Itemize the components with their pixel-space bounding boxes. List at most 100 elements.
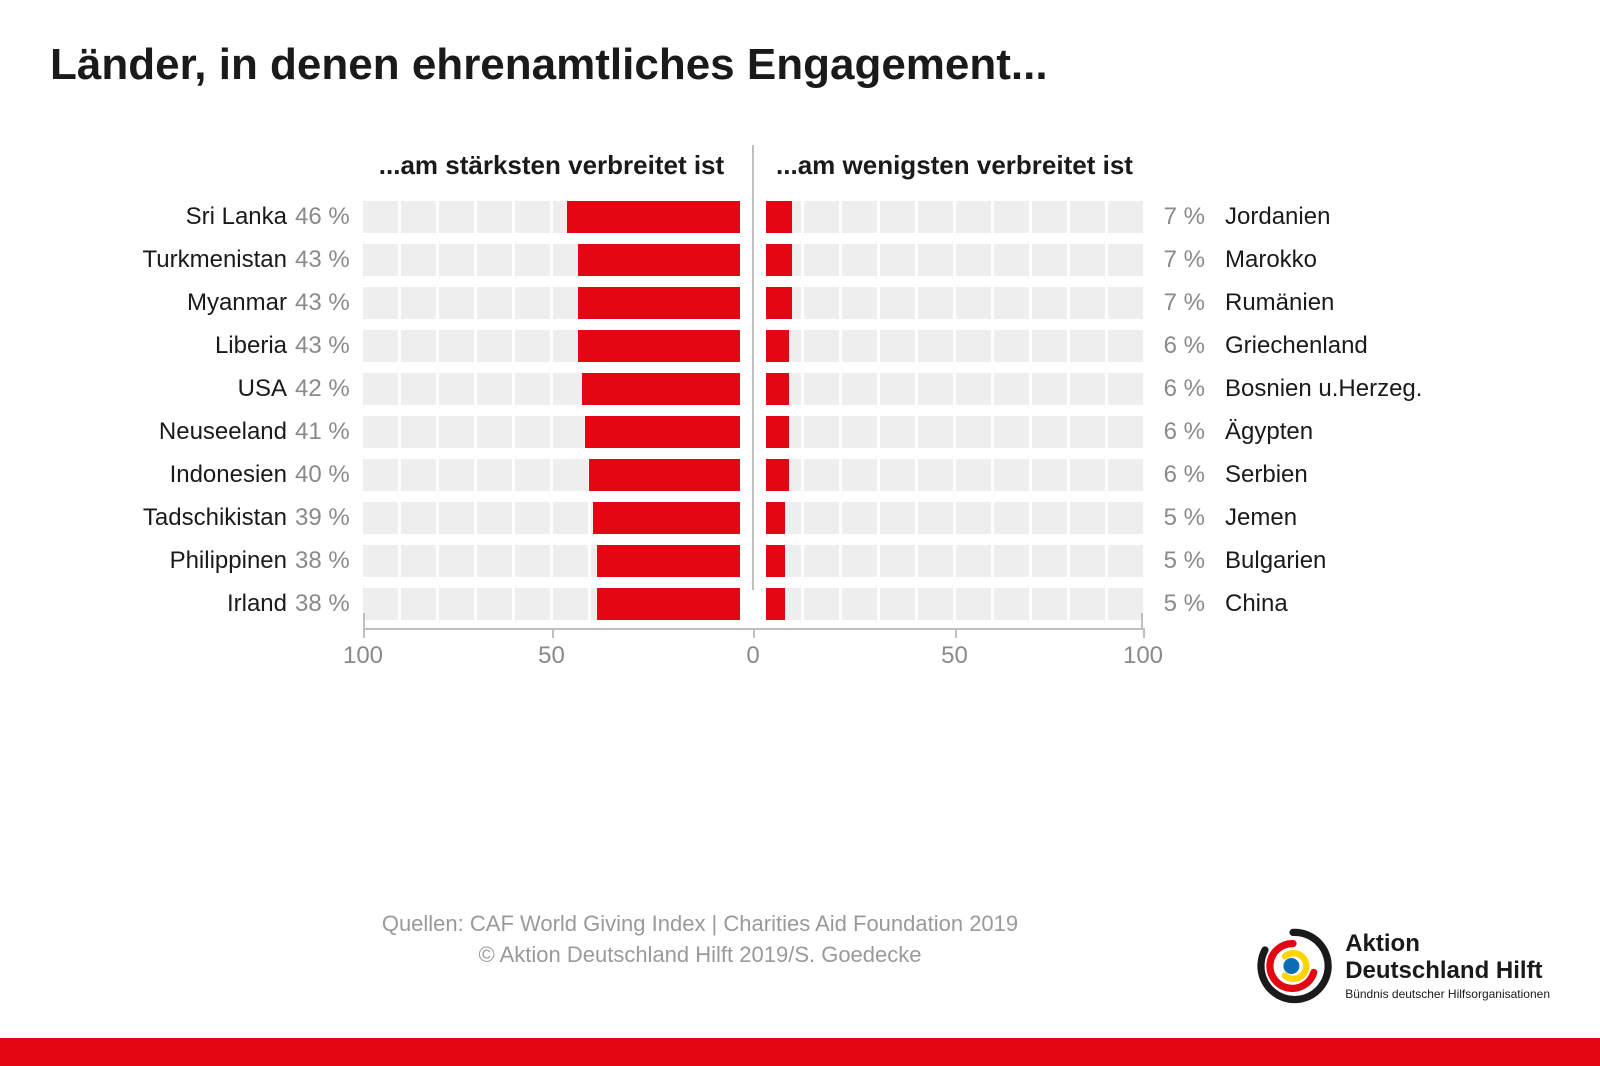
value-pct-left: 46 % [295,203,363,231]
bar-fill-right [766,459,789,491]
brand-logo: Aktion Deutschland Hilft Bündnis deutsch… [1253,926,1550,1006]
chart-row: Indonesien40 %6 %Serbien [50,459,1550,491]
bar-track-left [363,416,740,448]
chart-row: Tadschikistan39 %5 %Jemen [50,502,1550,534]
bar-fill-right [766,201,792,233]
bar-fill-right [766,330,789,362]
value-pct-right: 6 % [1143,418,1213,446]
chart-rows: Sri Lanka46 %7 %JordanienTurkmenistan43 … [50,201,1550,620]
source-attribution: Quellen: CAF World Giving Index | Charit… [0,909,1400,971]
axis-tick-label: 50 [538,642,565,670]
axis-tick-label: 100 [1123,642,1163,670]
chart-row: USA42 %6 %Bosnien u.Herzeg. [50,373,1550,405]
chart-row: Liberia43 % 6 %Griechenland [50,330,1550,362]
chart-title: Länder, in denen ehrenamtliches Engageme… [50,40,1550,90]
country-label-right: Bosnien u.Herzeg. [1213,375,1422,403]
country-label-right: Jordanien [1213,203,1330,231]
chart-row: Neuseeland41 %6 %Ägypten [50,416,1550,448]
bar-track-right [766,459,1143,491]
bar-track-left [363,373,740,405]
bar-track-left [363,545,740,577]
chart-row: Irland38 % 5 %China [50,588,1550,620]
bar-track-right [766,588,1143,620]
logo-title-line1: Aktion [1345,931,1550,957]
value-pct-right: 5 % [1143,547,1213,575]
bar-track-left [363,287,740,319]
bar-fill-left [585,416,740,448]
source-line1: Quellen: CAF World Giving Index | Charit… [0,909,1400,940]
bar-track-right [766,502,1143,534]
bar-track-right [766,201,1143,233]
subtitle-left: ...am stärksten verbreitet ist [363,150,740,181]
value-pct-left: 38 % [295,590,363,618]
bar-fill-left [582,373,740,405]
bar-fill-left [597,588,740,620]
value-pct-left: 43 % [295,246,363,274]
country-label-left: Liberia [50,332,295,360]
country-label-right: Rumänien [1213,289,1334,317]
country-label-left: USA [50,375,295,403]
value-pct-left: 43 % [295,289,363,317]
bar-track-left [363,459,740,491]
source-line2: © Aktion Deutschland Hilft 2019/S. Goede… [0,940,1400,971]
bar-fill-left [597,545,740,577]
bar-fill-left [578,287,740,319]
country-label-right: Griechenland [1213,332,1368,360]
country-label-left: Indonesien [50,461,295,489]
bar-track-left [363,330,740,362]
country-label-left: Irland [50,590,295,618]
bar-fill-left [578,244,740,276]
bar-track-left [363,244,740,276]
chart-row: Myanmar43 % 7 %Rumänien [50,287,1550,319]
country-label-left: Tadschikistan [50,504,295,532]
chart-row: Turkmenistan43 % 7 %Marokko [50,244,1550,276]
bar-fill-right [766,502,785,534]
value-pct-right: 6 % [1143,461,1213,489]
value-pct-left: 40 % [295,461,363,489]
country-label-left: Turkmenistan [50,246,295,274]
bar-fill-right [766,373,789,405]
subtitle-right: ...am wenigsten verbreitet ist [766,150,1143,181]
bar-fill-left [567,201,740,233]
chart-row: Sri Lanka46 % 7 %Jordanien [50,201,1550,233]
bar-track-right [766,373,1143,405]
value-pct-right: 7 % [1143,289,1213,317]
x-axis: 100 50 0 50 100 [50,628,1550,678]
country-label-right: China [1213,590,1288,618]
country-label-left: Neuseeland [50,418,295,446]
value-pct-right: 7 % [1143,246,1213,274]
bottom-red-bar [0,1038,1600,1066]
bar-fill-right [766,545,785,577]
value-pct-right: 6 % [1143,332,1213,360]
country-label-left: Myanmar [50,289,295,317]
bar-track-right [766,545,1143,577]
value-pct-left: 43 % [295,332,363,360]
bar-fill-left [578,330,740,362]
chart-row: Philippinen38 % 5 %Bulgarien [50,545,1550,577]
value-pct-right: 5 % [1143,590,1213,618]
country-label-left: Sri Lanka [50,203,295,231]
value-pct-left: 42 % [295,375,363,403]
logo-swirl-icon [1253,926,1333,1006]
axis-tick-label: 0 [746,642,759,670]
logo-subtitle: Bündnis deutscher Hilfsorganisationen [1345,987,1550,1001]
country-label-right: Marokko [1213,246,1317,274]
bar-track-right [766,330,1143,362]
bar-fill-right [766,588,785,620]
axis-tick-label: 100 [343,642,383,670]
logo-title-line2: Deutschland Hilft [1345,958,1550,984]
bar-fill-right [766,287,792,319]
value-pct-right: 5 % [1143,504,1213,532]
value-pct-right: 7 % [1143,203,1213,231]
bar-track-left [363,588,740,620]
bar-fill-right [766,244,792,276]
value-pct-left: 38 % [295,547,363,575]
country-label-left: Philippinen [50,547,295,575]
value-pct-left: 39 % [295,504,363,532]
bar-track-right [766,244,1143,276]
axis-tick-label: 50 [941,642,968,670]
country-label-right: Bulgarien [1213,547,1326,575]
bar-track-left [363,201,740,233]
bar-fill-right [766,416,789,448]
value-pct-left: 41 % [295,418,363,446]
